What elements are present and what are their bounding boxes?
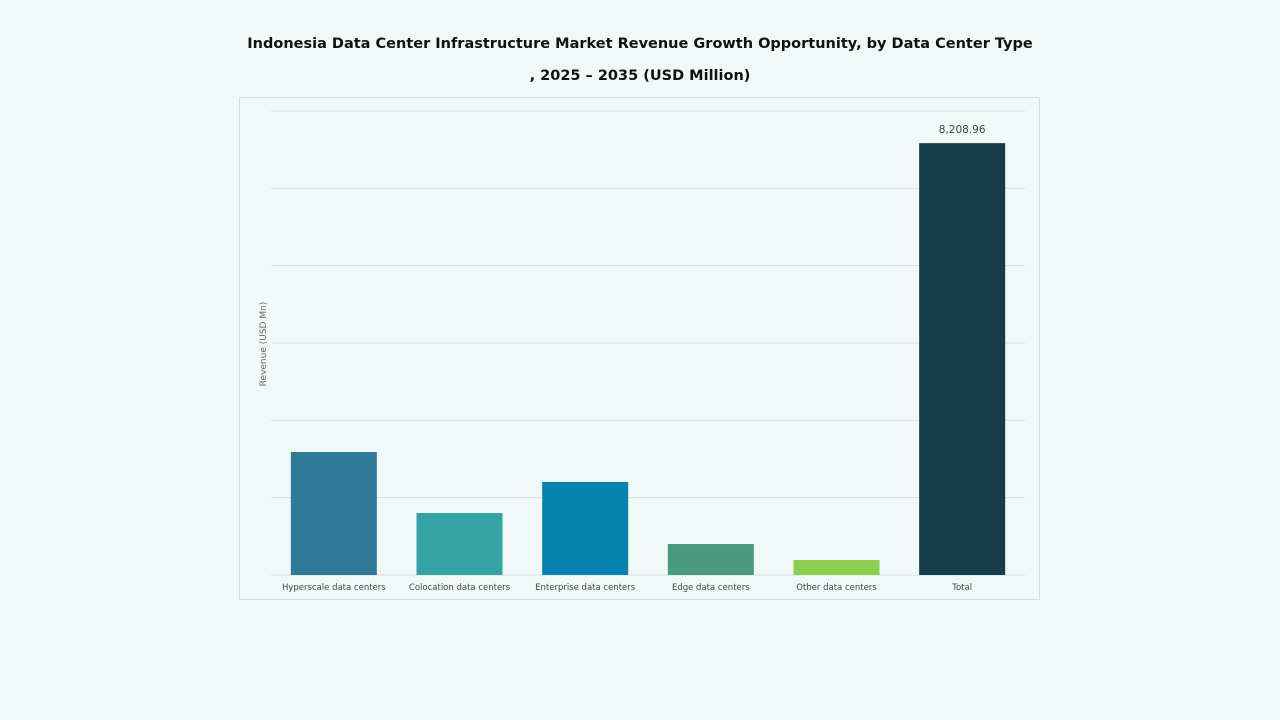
x-tick-label: Edge data centers [672,583,750,593]
data-label: 8,208.96 [939,124,986,136]
bar-other-data-centers [793,560,880,575]
x-tick-label: Colocation data centers [409,583,511,593]
chart-title: Indonesia Data Center Infrastructure Mar… [247,36,1033,52]
chart-frame [239,97,1040,600]
bar-enterprise-data-centers [542,481,629,575]
x-tick-label: Enterprise data centers [535,583,636,593]
x-tick-label: Hyperscale data centers [282,583,386,593]
x-tick-label: Total [951,583,972,593]
bar-hyperscale-data-centers [290,452,377,575]
chart-subtitle: , 2025 – 2035 (USD Million) [529,68,751,84]
x-tick-label: Other data centers [796,583,877,593]
bar-colocation-data-centers [416,513,503,575]
bar-total [919,143,1006,575]
bar-edge-data-centers [667,544,754,575]
